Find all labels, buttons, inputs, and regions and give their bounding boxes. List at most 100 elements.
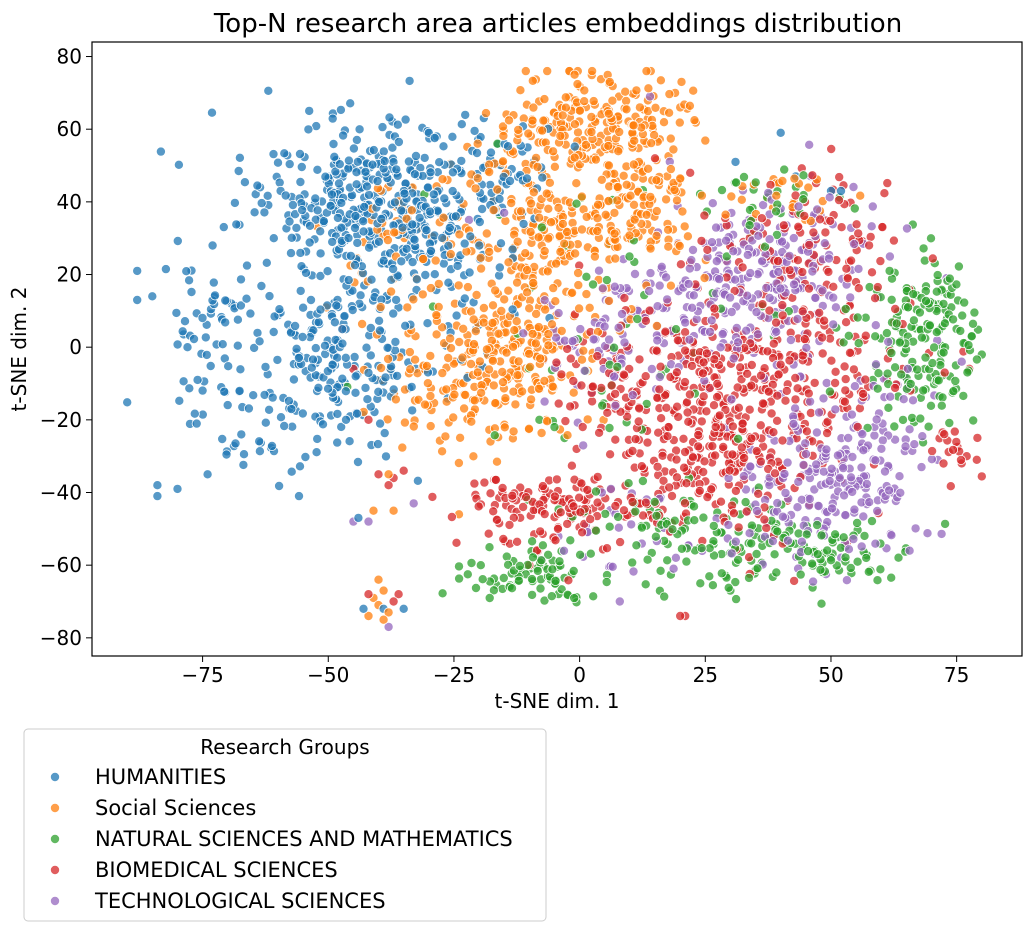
scatter-point <box>345 250 356 261</box>
scatter-point <box>929 342 940 353</box>
scatter-point <box>380 451 391 462</box>
scatter-point <box>568 566 579 577</box>
scatter-point <box>627 390 638 401</box>
scatter-point <box>294 148 305 159</box>
scatter-point <box>702 244 713 255</box>
scatter-point <box>764 292 775 303</box>
x-tick-label: 25 <box>693 663 718 687</box>
scatter-point <box>761 523 772 534</box>
scatter-point <box>469 125 480 136</box>
scatter-point <box>470 183 481 194</box>
scatter-point <box>313 317 324 328</box>
scatter-point <box>602 407 613 418</box>
scatter-point <box>708 520 719 531</box>
scatter-point <box>232 340 243 351</box>
scatter-point <box>731 177 742 188</box>
scatter-point <box>820 227 831 238</box>
scatter-point <box>379 156 390 167</box>
scatter-point <box>958 390 969 401</box>
scatter-point <box>362 394 373 405</box>
scatter-point <box>310 343 321 354</box>
scatter-point <box>543 203 554 214</box>
scatter-point <box>588 279 599 290</box>
scatter-point <box>924 320 935 331</box>
scatter-point <box>339 311 350 322</box>
scatter-point <box>872 383 883 394</box>
scatter-point <box>731 322 742 333</box>
scatter-point <box>448 412 459 423</box>
scatter-point <box>343 233 354 244</box>
scatter-point <box>610 434 621 445</box>
scatter-point <box>375 302 386 313</box>
scatter-point <box>548 146 559 157</box>
scatter-point <box>944 273 955 284</box>
scatter-point <box>454 573 465 584</box>
scatter-point <box>772 415 783 426</box>
scatter-point <box>638 510 649 521</box>
scatter-point <box>322 266 333 277</box>
scatter-point <box>586 112 597 123</box>
scatter-point <box>376 362 387 373</box>
scatter-point <box>633 416 644 427</box>
scatter-point <box>662 294 673 305</box>
scatter-point <box>853 263 864 274</box>
scatter-point <box>840 510 851 521</box>
legend-label: TECHNOLOGICAL SCIENCES <box>94 889 386 913</box>
scatter-point <box>184 275 195 286</box>
y-tick-label: 40 <box>57 190 82 214</box>
scatter-point <box>468 451 479 462</box>
scatter-point <box>728 246 739 257</box>
scatter-point <box>231 219 242 230</box>
scatter-point <box>625 190 636 201</box>
scatter-point <box>604 521 615 532</box>
scatter-point <box>462 282 473 293</box>
scatter-point <box>879 188 890 199</box>
scatter-point <box>763 386 774 397</box>
scatter-point <box>311 447 322 458</box>
scatter-point <box>439 193 450 204</box>
scatter-point <box>599 321 610 332</box>
scatter-point <box>903 302 914 313</box>
scatter-point <box>872 282 883 293</box>
scatter-point <box>304 237 315 248</box>
scatter-point <box>861 552 872 563</box>
scatter-point <box>425 245 436 256</box>
y-tick-label: 0 <box>69 335 82 359</box>
scatter-point <box>556 369 567 380</box>
scatter-point <box>567 336 578 347</box>
scatter-point <box>578 345 589 356</box>
scatter-point <box>496 305 507 316</box>
scatter-point <box>300 451 311 462</box>
scatter-point <box>679 462 690 473</box>
scatter-point <box>368 505 379 516</box>
scatter-point <box>295 176 306 187</box>
scatter-point <box>780 487 791 498</box>
scatter-point <box>406 205 417 216</box>
scatter-point <box>907 412 918 423</box>
scatter-point <box>696 235 707 246</box>
scatter-point <box>876 443 887 454</box>
scatter-point <box>840 303 851 314</box>
scatter-point <box>915 413 926 424</box>
scatter-point <box>951 279 962 290</box>
scatter-point <box>527 75 538 86</box>
scatter-point <box>573 280 584 291</box>
scatter-point <box>388 384 399 395</box>
scatter-point <box>548 283 559 294</box>
scatter-point <box>475 252 486 263</box>
scatter-point <box>890 303 901 314</box>
scatter-point <box>304 220 315 231</box>
x-tick-label: −50 <box>307 663 349 687</box>
scatter-point <box>525 226 536 237</box>
scatter-point <box>437 368 448 379</box>
scatter-point <box>665 133 676 144</box>
scatter-point <box>421 360 432 371</box>
scatter-point <box>284 216 295 227</box>
scatter-point <box>688 244 699 255</box>
scatter-point <box>641 209 652 220</box>
scatter-point <box>483 528 494 539</box>
scatter-point <box>902 223 913 234</box>
scatter-point <box>447 186 458 197</box>
scatter-point <box>672 472 683 483</box>
scatter-point <box>847 486 858 497</box>
